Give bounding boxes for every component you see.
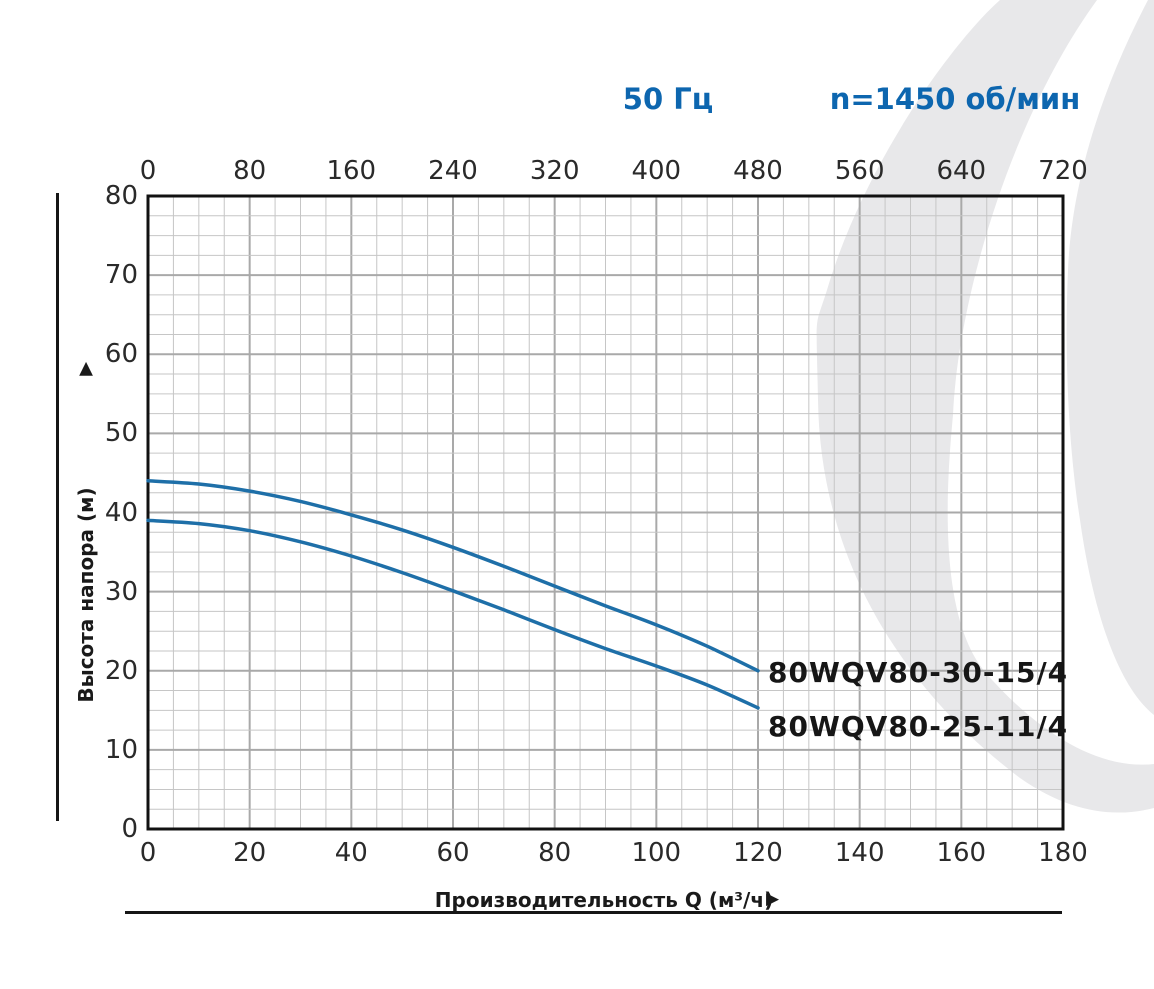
left-axis-ticks: 80 70 60 50 40 30 20 10 0 (86, 181, 138, 844)
top-tick-label: 160 (326, 156, 377, 186)
left-tick-label: 50 (104, 418, 138, 449)
x-axis-title: Производительность Q (м³/ч) (434, 888, 774, 912)
bottom-tick-label: 0 (139, 838, 157, 868)
left-tick-label: 30 (104, 576, 138, 607)
top-tick-label: 400 (631, 156, 682, 186)
rotation-speed-label: n=1450 об/мин (829, 82, 1081, 116)
bottom-axis-ticks: 0 20 40 60 80 100 120 140 160 180 (140, 838, 1088, 872)
bottom-tick-label: 80 (538, 838, 572, 868)
left-tick-label: 0 (121, 814, 138, 844)
top-tick-label: 80 (233, 156, 267, 186)
bottom-tick-label: 120 (733, 838, 783, 868)
swoosh-shape-large (816, 0, 1154, 813)
left-axis-rule (56, 193, 59, 821)
left-tick-label: 40 (104, 497, 138, 528)
top-tick-label: 720 (1038, 156, 1088, 186)
top-tick-label: 0 (139, 156, 157, 186)
left-tick-label: 60 (104, 339, 138, 370)
pump-curve-chart (146, 194, 1065, 831)
bottom-tick-label: 180 (1038, 838, 1088, 868)
top-tick-label: 320 (529, 156, 580, 186)
top-axis-ticks: 0 80 160 240 320 400 480 560 640 720 (140, 156, 1088, 190)
series-label-80WQV80-25-11-4: 80WQV80-25-11/4 (768, 710, 1069, 743)
pump-curve-0 (146, 479, 760, 673)
bottom-tick-label: 140 (834, 838, 885, 868)
bottom-tick-label: 160 (936, 838, 987, 868)
up-arrow-icon: ▲ (79, 357, 93, 379)
right-arrow-icon: ▶ (766, 889, 780, 909)
left-tick-label: 10 (104, 734, 138, 765)
top-tick-label: 240 (428, 156, 478, 186)
frequency-label: 50 Гц (622, 82, 714, 116)
swoosh-shape-right-band (1066, 0, 1154, 715)
series-label-80WQV80-30-15-4: 80WQV80-30-15/4 (768, 656, 1069, 689)
left-tick-label: 80 (104, 181, 138, 211)
bottom-tick-label: 40 (334, 838, 368, 868)
top-tick-label: 560 (834, 156, 885, 186)
bottom-axis-rule (125, 911, 1062, 914)
plot-border (146, 194, 1065, 831)
top-tick-label: 480 (733, 156, 783, 186)
bottom-tick-label: 60 (436, 838, 470, 868)
left-tick-label: 20 (104, 655, 138, 686)
y-axis-title: Высота напора (м) (74, 487, 98, 703)
bottom-tick-label: 100 (631, 838, 682, 868)
top-tick-label: 640 (936, 156, 987, 186)
bottom-tick-label: 20 (233, 838, 267, 868)
left-tick-label: 70 (104, 260, 138, 291)
pump-curve-1 (146, 518, 760, 710)
